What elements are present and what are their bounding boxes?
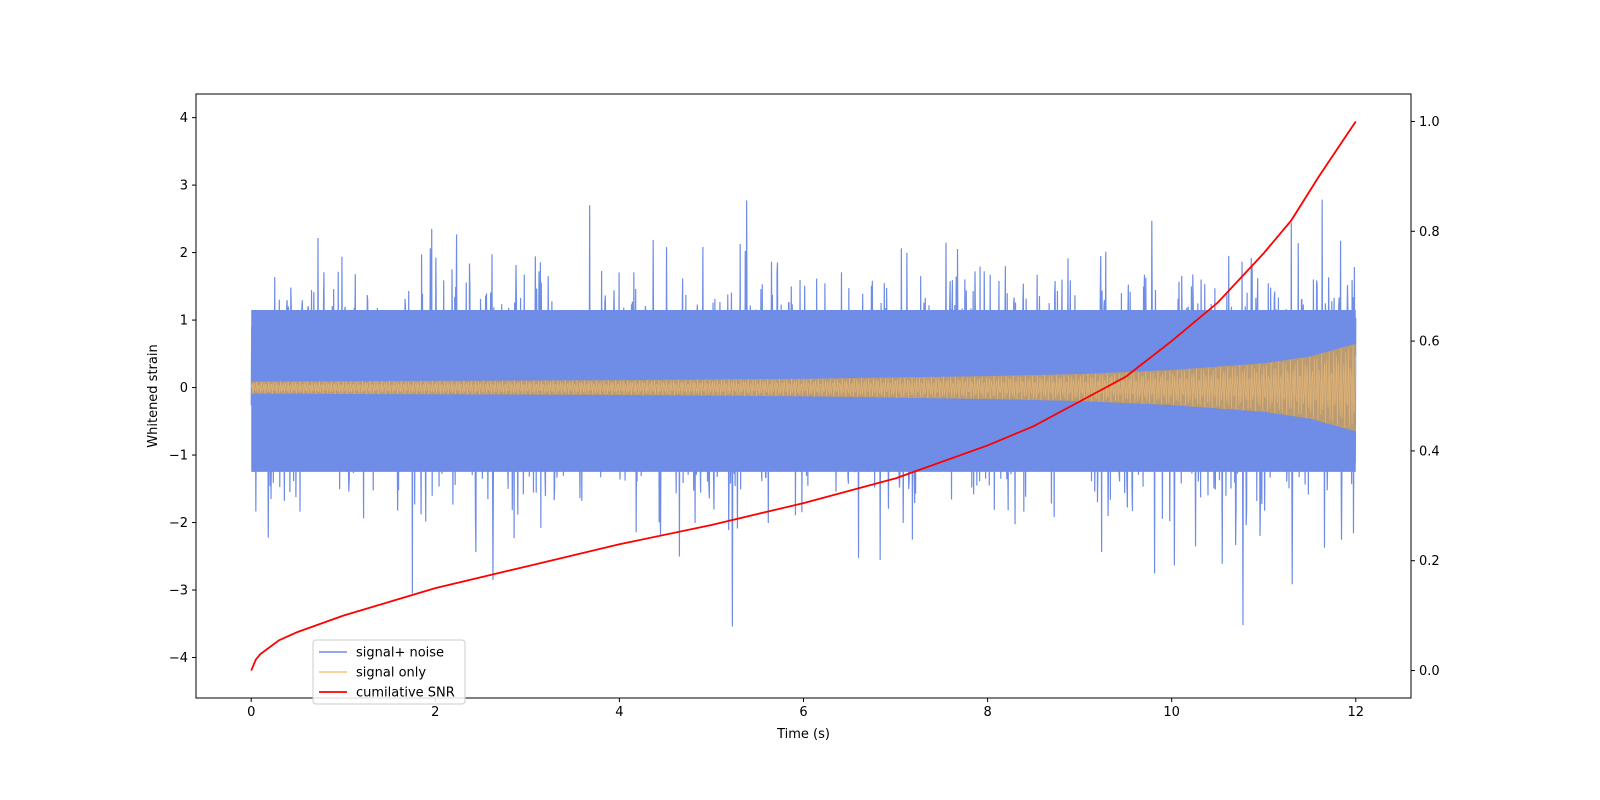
y-tick-label: 3 (180, 179, 188, 194)
series-layer (250, 120, 1357, 671)
y-tick-label: −1 (169, 449, 188, 464)
x-tick-label: 4 (615, 705, 623, 720)
y-tick-label: 2 (180, 246, 188, 261)
y-tick-label: −2 (169, 516, 188, 531)
x-tick-label: 0 (247, 705, 255, 720)
x-axis-label: Time (s) (776, 727, 830, 742)
legend-label: cumilative SNR (356, 686, 455, 701)
y-tick-label: −4 (169, 651, 188, 666)
y2-tick-label: 0.4 (1419, 444, 1440, 459)
y2-tick-label: 0.6 (1419, 335, 1440, 350)
x-tick-label: 12 (1347, 705, 1364, 720)
x-tick-label: 10 (1163, 705, 1180, 720)
x-tick-label: 8 (983, 705, 991, 720)
legend-label: signal+ noise (356, 646, 444, 661)
signal-only-band (251, 343, 1356, 432)
y-tick-label: 1 (180, 314, 188, 329)
x-tick-label: 2 (431, 705, 439, 720)
y-tick-label: −3 (169, 584, 188, 599)
y2-tick-label: 0.0 (1419, 664, 1440, 679)
legend-label: signal only (356, 666, 426, 681)
y2-tick-label: 0.8 (1419, 225, 1440, 240)
legend-box (312, 639, 466, 705)
cumulative-snr-line (250, 120, 1357, 671)
y-axis-label: Whitened strain (146, 344, 161, 447)
x-tick-label: 6 (799, 705, 807, 720)
legend: signal+ noise signal only cumilative SNR (312, 639, 466, 705)
y2-tick-label: 1.0 (1419, 115, 1440, 130)
y-tick-label: 4 (180, 111, 188, 126)
y-tick-label: 0 (180, 381, 188, 396)
signal-only-line (250, 345, 1357, 428)
y2-tick-label: 0.2 (1419, 554, 1440, 569)
